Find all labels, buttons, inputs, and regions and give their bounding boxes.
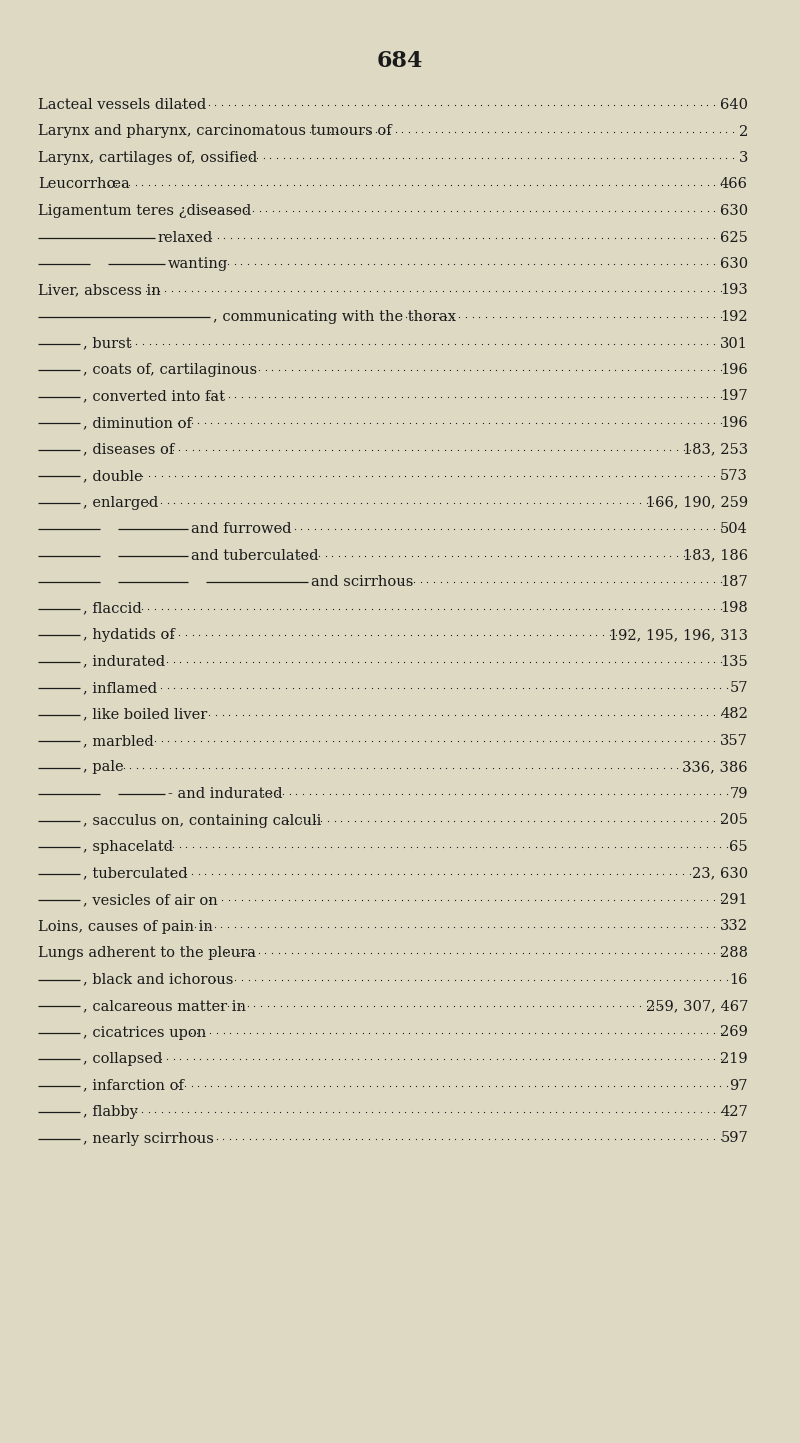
Text: 192: 192 [720, 310, 748, 325]
Text: relaxed: relaxed [158, 231, 214, 244]
Text: 259, 307, 467: 259, 307, 467 [646, 999, 748, 1013]
Text: 301: 301 [720, 336, 748, 351]
Text: 466: 466 [720, 177, 748, 192]
Text: , tuberculated: , tuberculated [83, 866, 188, 880]
Text: , cicatrices upon: , cicatrices upon [83, 1026, 206, 1039]
Text: , indurated: , indurated [83, 655, 165, 668]
Text: 196: 196 [720, 364, 748, 377]
Text: 630: 630 [720, 257, 748, 271]
Text: 640: 640 [720, 98, 748, 113]
Text: 135: 135 [720, 655, 748, 668]
Text: 97: 97 [730, 1078, 748, 1092]
Text: Lacteal vessels dilated: Lacteal vessels dilated [38, 98, 206, 113]
Text: Loins, causes of pain in: Loins, causes of pain in [38, 919, 213, 934]
Text: Larynx and pharynx, carcinomatous tumours of: Larynx and pharynx, carcinomatous tumour… [38, 124, 392, 139]
Text: 79: 79 [730, 786, 748, 801]
Text: , sphacelatd: , sphacelatd [83, 840, 173, 854]
Text: , coats of, cartilaginous: , coats of, cartilaginous [83, 364, 257, 377]
Text: , double: , double [83, 469, 142, 483]
Text: 183, 253: 183, 253 [683, 443, 748, 456]
Text: 205: 205 [720, 814, 748, 827]
Text: 3: 3 [738, 152, 748, 165]
Text: 625: 625 [720, 231, 748, 244]
Text: 57: 57 [730, 681, 748, 696]
Text: , flaccid: , flaccid [83, 602, 142, 616]
Text: , burst: , burst [83, 336, 132, 351]
Text: 288: 288 [720, 947, 748, 960]
Text: 196: 196 [720, 416, 748, 430]
Text: 504: 504 [720, 522, 748, 535]
Text: , marbled: , marbled [83, 734, 154, 747]
Text: Liver, abscess in: Liver, abscess in [38, 283, 161, 297]
Text: 219: 219 [720, 1052, 748, 1066]
Text: , black and ichorous: , black and ichorous [83, 973, 234, 987]
Text: 482: 482 [720, 707, 748, 722]
Text: , nearly scirrhous: , nearly scirrhous [83, 1131, 214, 1146]
Text: Larynx, cartilages of, ossified: Larynx, cartilages of, ossified [38, 152, 258, 165]
Text: , inflamed: , inflamed [83, 681, 157, 696]
Text: 65: 65 [730, 840, 748, 854]
Text: 269: 269 [720, 1026, 748, 1039]
Text: , flabby: , flabby [83, 1105, 138, 1118]
Text: 198: 198 [720, 602, 748, 616]
Text: and scirrhous: and scirrhous [311, 574, 414, 589]
Text: 2: 2 [738, 124, 748, 139]
Text: , collapsed: , collapsed [83, 1052, 162, 1066]
Text: 197: 197 [720, 390, 748, 404]
Text: , vesicles of air on: , vesicles of air on [83, 893, 218, 908]
Text: , sacculus on, containing calculi: , sacculus on, containing calculi [83, 814, 322, 827]
Text: , diseases of: , diseases of [83, 443, 174, 456]
Text: 684: 684 [377, 51, 423, 72]
Text: 183, 186: 183, 186 [683, 548, 748, 563]
Text: 357: 357 [720, 734, 748, 747]
Text: and furrowed: and furrowed [191, 522, 291, 535]
Text: 573: 573 [720, 469, 748, 483]
Text: , hydatids of: , hydatids of [83, 628, 174, 642]
Text: , calcareous matter in: , calcareous matter in [83, 999, 246, 1013]
Text: 291: 291 [720, 893, 748, 908]
Text: , communicating with the thorax: , communicating with the thorax [213, 310, 456, 325]
Text: 336, 386: 336, 386 [682, 760, 748, 775]
Text: 16: 16 [730, 973, 748, 987]
Text: , converted into fat: , converted into fat [83, 390, 225, 404]
Text: 193: 193 [720, 283, 748, 297]
Text: 187: 187 [720, 574, 748, 589]
Text: , pale: , pale [83, 760, 124, 775]
Text: , diminution of: , diminution of [83, 416, 192, 430]
Text: 332: 332 [720, 919, 748, 934]
Text: 630: 630 [720, 203, 748, 218]
Text: wanting: wanting [168, 257, 228, 271]
Text: , enlarged: , enlarged [83, 495, 158, 509]
Text: 427: 427 [720, 1105, 748, 1118]
Text: 597: 597 [720, 1131, 748, 1146]
Text: Ligamentum teres ¿diseased: Ligamentum teres ¿diseased [38, 203, 251, 218]
Text: - and indurated: - and indurated [168, 786, 282, 801]
Text: , like boiled liver: , like boiled liver [83, 707, 207, 722]
Text: 192, 195, 196, 313: 192, 195, 196, 313 [609, 628, 748, 642]
Text: 166, 190, 259: 166, 190, 259 [646, 495, 748, 509]
Text: and tuberculated: and tuberculated [191, 548, 318, 563]
Text: Leucorrhœa: Leucorrhœa [38, 177, 130, 192]
Text: Lungs adherent to the pleura: Lungs adherent to the pleura [38, 947, 256, 960]
Text: 23, 630: 23, 630 [692, 866, 748, 880]
Text: , infarction of: , infarction of [83, 1078, 184, 1092]
